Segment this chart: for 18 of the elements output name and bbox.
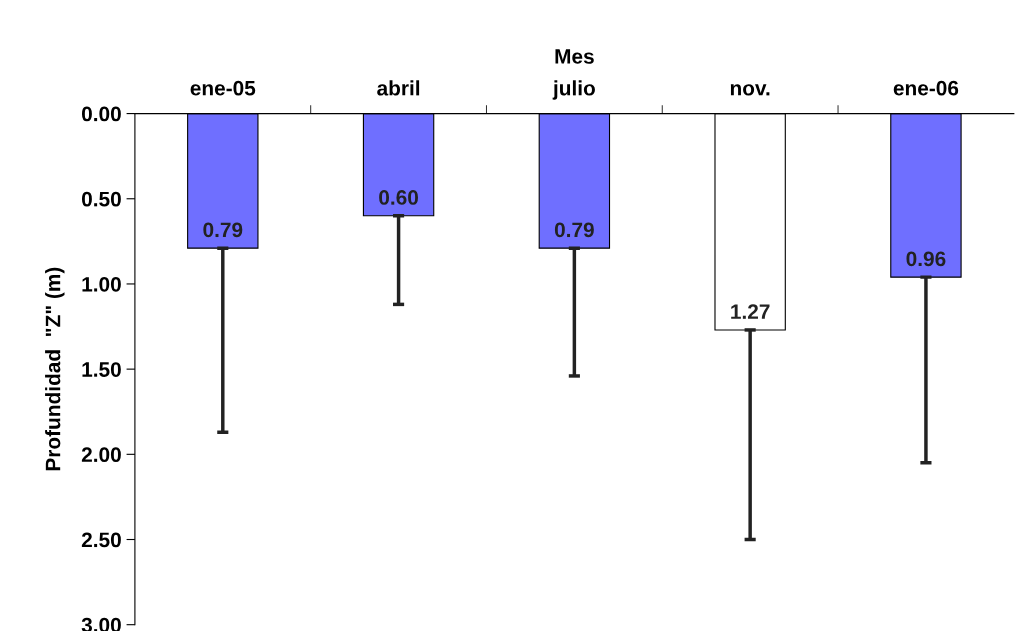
data-label: 0.79 [203, 222, 243, 238]
y-tick-label: 0.00 [81, 106, 121, 122]
y-axis-title: Profundidad "Z" (m) [45, 267, 65, 471]
y-tick-label: 1.50 [82, 362, 121, 377]
x-tick-label: ene-06 [893, 80, 959, 96]
y-tick-label: 1.00 [82, 276, 121, 292]
x-tick-label: abril [377, 80, 420, 96]
data-label: 0.96 [906, 251, 946, 267]
data-label: 0.60 [379, 190, 418, 205]
x-tick-label: julio [552, 80, 595, 100]
data-label: 0.79 [554, 222, 594, 238]
x-axis-title: Mes [555, 49, 594, 64]
y-tick-label: 2.00 [81, 447, 121, 463]
x-tick-label: nov. [730, 84, 770, 96]
y-tick-label: 2.50 [81, 532, 121, 548]
x-tick-label: ene-05 [190, 80, 256, 96]
data-label: 1.27 [731, 304, 770, 319]
y-tick-label: 0.50 [81, 191, 121, 207]
